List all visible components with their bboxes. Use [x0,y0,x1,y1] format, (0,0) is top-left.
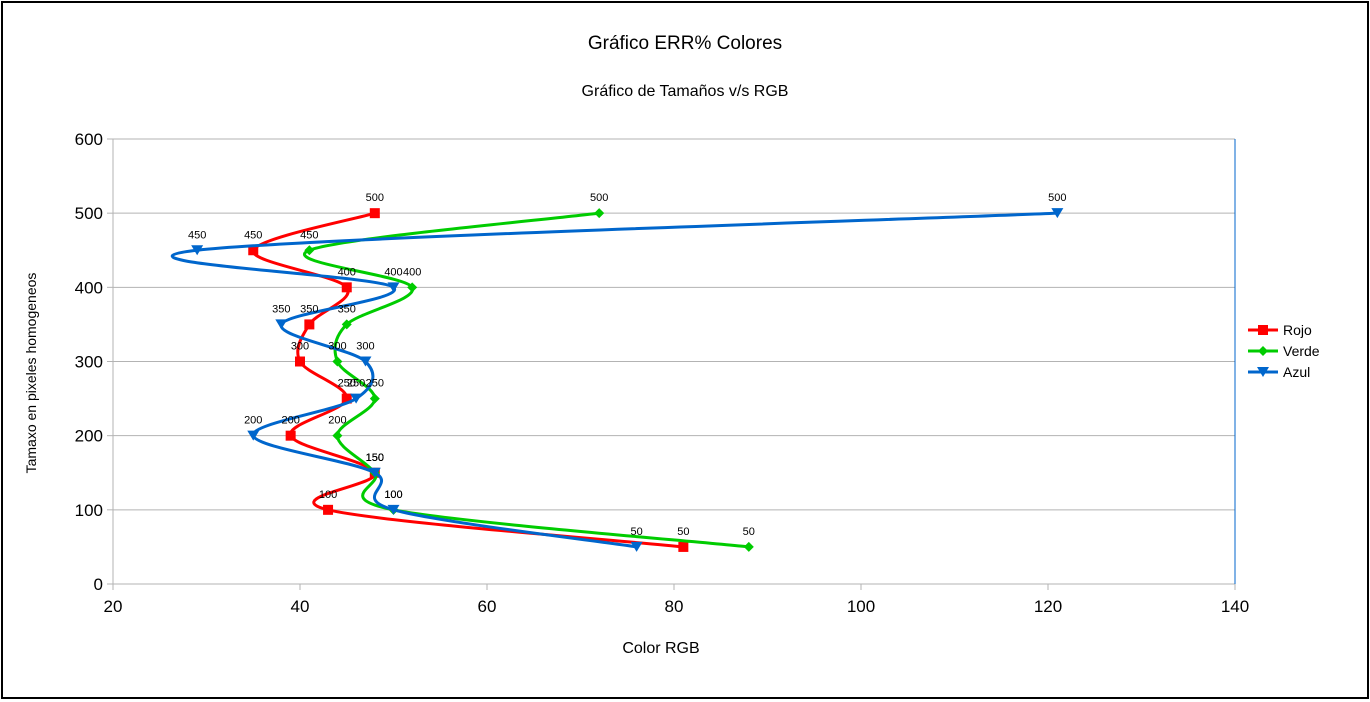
legend-label-azul: Azul [1283,364,1310,380]
chart-title: Gráfico ERR% Colores [588,33,782,54]
x-tick-label: 140 [1221,597,1249,616]
series-line-azul [170,211,1059,549]
y-tick-label: 500 [75,204,103,223]
data-label-azul: 150 [366,452,384,464]
data-label-azul: 450 [188,229,206,241]
x-tick-label: 20 [104,597,123,616]
data-label-azul: 500 [1048,192,1066,204]
point-azul [350,393,363,404]
data-label-rojo: 450 [244,229,262,241]
point-rojo [304,319,315,330]
point-azul [247,430,260,441]
legend: Rojo Verde Azul [1248,322,1320,380]
axes [107,138,1236,590]
point-verde [332,430,343,441]
chart-svg: Gráfico ERR% Colores Gráfico de Tamaños … [23,33,1320,657]
legend-label-verde: Verde [1283,343,1320,359]
series-line-rojo [251,211,685,549]
point-verde [407,282,418,293]
point-verde [304,245,315,256]
data-label-verde: 350 [338,303,356,315]
x-tick-label: 100 [847,597,875,616]
tick-labels: 0 100 200 300 400 500 600 20 40 60 80 100 120 140 [75,130,1250,616]
data-label-rojo: 400 [338,266,356,278]
data-label-verde: 100 [384,489,402,501]
point-azul [359,356,372,367]
x-tick-label: 80 [665,597,684,616]
data-label-verde: 50 [743,526,755,538]
data-labels: 5010015020025030035040045050050100150200… [188,192,1067,538]
point-verde [332,356,343,367]
data-label-rojo: 500 [366,192,384,204]
point-azul [368,467,381,478]
data-label-azul: 200 [244,415,262,427]
point-azul [191,245,204,256]
x-tick-label: 60 [478,597,497,616]
y-tick-label: 0 [94,575,103,594]
y-tick-label: 600 [75,130,103,149]
point-azul [387,504,400,515]
data-label-azul: 50 [630,526,642,538]
data-label-rojo: 100 [319,489,337,501]
chart-subtitle: Gráfico de Tamaños v/s RGB [582,83,789,100]
data-label-rojo: 200 [281,415,299,427]
data-label-verde: 250 [366,378,384,390]
legend-marker-rojo [1258,325,1268,335]
legend-marker-azul [1257,367,1269,377]
point-verde [743,541,754,552]
legend-marker-verde [1258,346,1268,356]
data-label-rojo: 50 [677,526,689,538]
data-label-azul: 400 [384,266,402,278]
series-group [170,208,1064,552]
point-rojo [285,430,296,441]
legend-label-rojo: Rojo [1283,322,1312,338]
y-tick-label: 300 [75,353,103,372]
point-rojo [248,245,259,256]
point-rojo [323,504,334,515]
point-azul [275,319,288,330]
point-rojo [341,282,352,293]
point-rojo [369,208,380,219]
data-label-verde: 500 [590,192,608,204]
point-rojo [341,393,352,404]
point-verde [594,208,605,219]
point-rojo [295,356,305,367]
data-label-rojo: 350 [300,303,318,315]
y-tick-label: 400 [75,278,103,297]
y-tick-label: 200 [75,427,103,446]
data-label-verde: 150 [366,452,384,464]
data-label-verde: 200 [328,415,346,427]
point-rojo [678,541,689,552]
data-label-verde: 300 [328,341,346,353]
data-label-verde: 450 [300,229,318,241]
point-azul [630,541,643,552]
point-azul [387,282,400,293]
data-label-rojo: 250 [338,378,356,390]
x-tick-label: 120 [1034,597,1062,616]
data-label-rojo: 150 [366,452,384,464]
point-verde [369,393,380,404]
point-verde [341,319,352,330]
point-azul [1051,208,1064,219]
y-tick-label: 100 [75,501,103,520]
data-label-azul: 300 [356,341,374,353]
y-axis-title: Tamaxo en pixeles homogeneos [23,273,39,474]
data-label-verde: 400 [403,266,421,278]
data-label-azul: 100 [384,489,402,501]
data-label-rojo: 300 [291,341,309,353]
x-axis-title: Color RGB [622,640,699,657]
data-label-azul: 350 [272,303,290,315]
data-label-azul: 250 [347,378,365,390]
x-tick-label: 40 [291,597,310,616]
series-azul [170,208,1064,552]
